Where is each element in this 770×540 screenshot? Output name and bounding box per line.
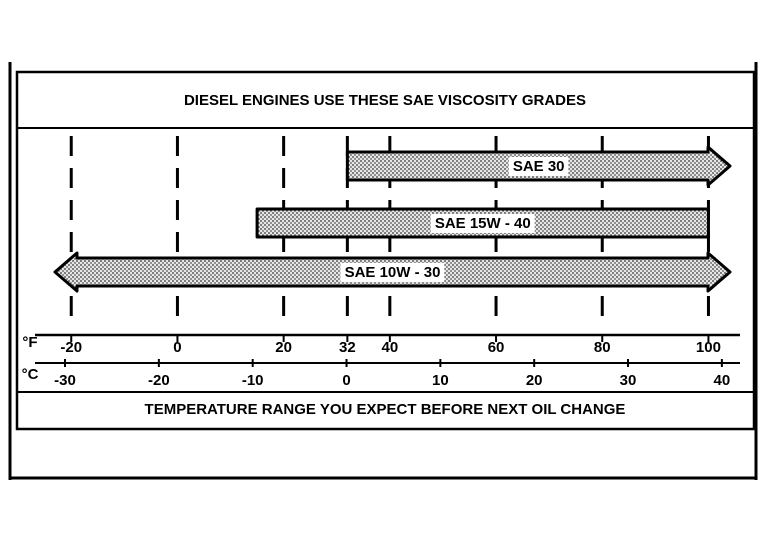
x2-tick-label: -20	[148, 372, 170, 389]
bar-label: SAE 15W - 40	[435, 215, 531, 232]
x2-tick-label: -30	[54, 372, 76, 389]
x2-tick-label: 40	[714, 372, 731, 389]
x2-tick-label: 30	[620, 372, 637, 389]
label-background	[430, 213, 535, 233]
x2-axis-label: °C	[22, 366, 39, 383]
x-tick-label: 80	[594, 339, 611, 356]
x2-tick-label: -10	[242, 372, 264, 389]
x-tick-label: 40	[382, 339, 399, 356]
label-background	[340, 262, 445, 282]
panel	[15, 70, 756, 431]
x-tick-label: 32	[339, 339, 356, 356]
chart-title: DIESEL ENGINES USE THESE SAE VISCOSITY G…	[184, 92, 586, 109]
label-background	[508, 156, 569, 176]
x2-tick-label: 10	[432, 372, 449, 389]
x-axis-label: °F	[22, 334, 37, 351]
x-tick-label: 60	[488, 339, 505, 356]
bar-label: SAE 10W - 30	[345, 264, 441, 281]
caption: TEMPERATURE RANGE YOU EXPECT BEFORE NEXT…	[145, 401, 626, 418]
x-tick-label: 20	[275, 339, 292, 356]
x-tick-label: 0	[173, 339, 181, 356]
x2-tick-label: 20	[526, 372, 543, 389]
x-tick-label: -20	[60, 339, 82, 356]
bar-label: SAE 30	[513, 158, 565, 175]
x2-tick-label: 0	[342, 372, 350, 389]
x-tick-label: 100	[696, 339, 721, 356]
